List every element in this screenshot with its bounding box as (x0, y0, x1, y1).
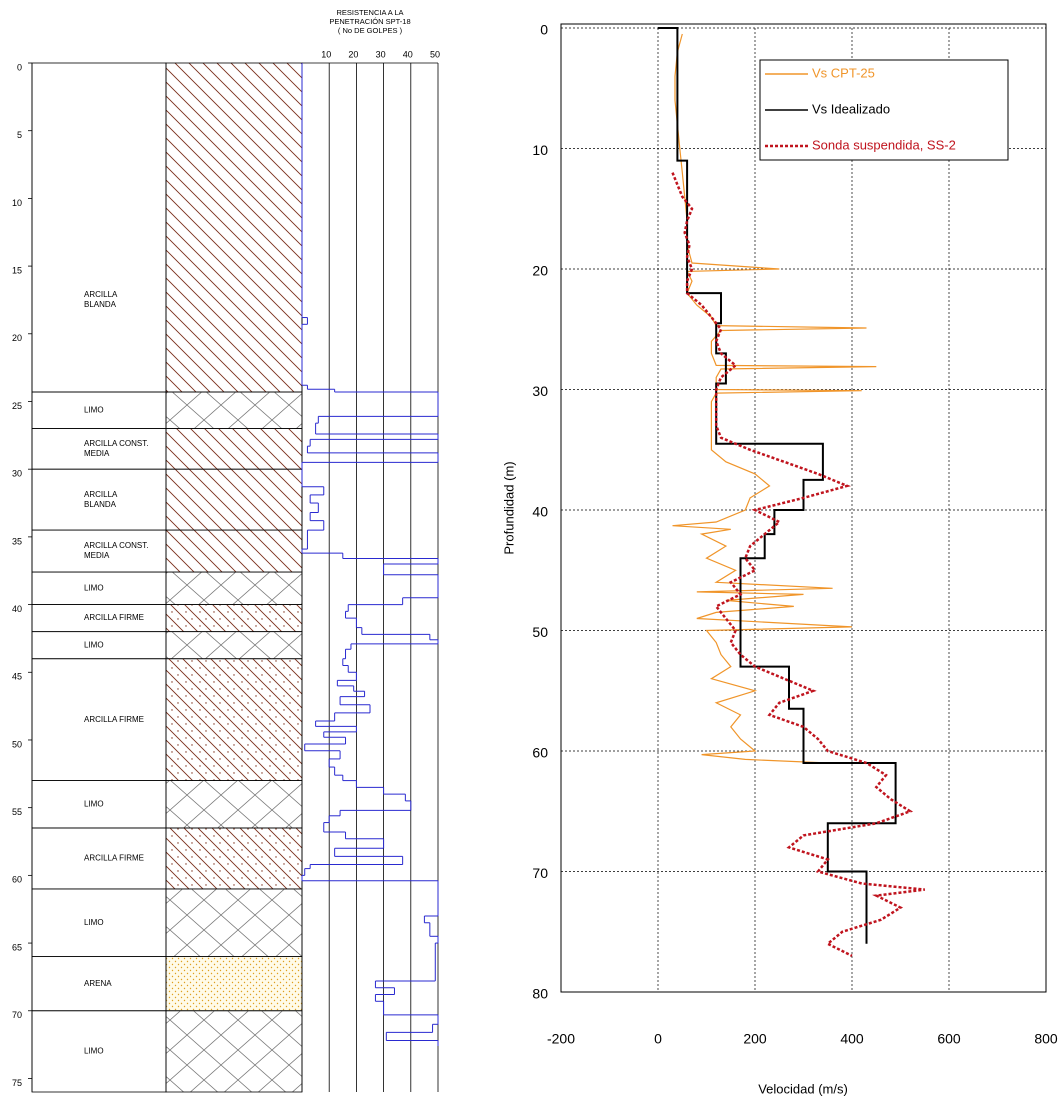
layer-label-cell (32, 63, 166, 392)
y-tick-label: 10 (532, 142, 548, 158)
y-tick-label: 55 (12, 807, 22, 817)
spt-title: RESISTENCIA A LA (336, 8, 403, 17)
y-tick-label: 0 (540, 22, 548, 38)
y-axis-label: Profundidad (m) (501, 461, 516, 554)
x-tick-label: -200 (547, 1031, 575, 1047)
layer-label: ARCILLA (84, 290, 118, 299)
layer-label: ARCILLA FIRME (84, 854, 144, 863)
y-tick-label: 50 (532, 624, 548, 640)
x-tick-label: 200 (743, 1031, 767, 1047)
layer-pattern (166, 957, 302, 1011)
x-tick-label: 600 (937, 1031, 961, 1047)
page: ARCILLABLANDALIMOARCILLA CONST.MEDIAARCI… (0, 0, 1063, 1106)
y-tick-label: 30 (532, 383, 548, 399)
layer-pattern (166, 1011, 302, 1092)
x-tick-label: 30 (376, 49, 386, 59)
x-tick-label: 40 (403, 49, 413, 59)
x-tick-label: 400 (840, 1031, 864, 1047)
layer-label: ARCILLA (84, 490, 118, 499)
y-tick-label: 60 (12, 875, 22, 885)
x-axis-label: Velocidad (m/s) (758, 1081, 848, 1096)
layer-pattern (166, 605, 302, 632)
layer-pattern (166, 392, 302, 429)
spt-title: ( No DE GOLPES ) (338, 26, 403, 35)
y-tick-label: 60 (532, 745, 548, 761)
y-tick-label: 75 (12, 1078, 22, 1088)
series-line (673, 173, 925, 956)
legend-label: Vs CPT-25 (812, 65, 875, 80)
layer-pattern (166, 469, 302, 530)
layer-pattern (166, 781, 302, 828)
y-tick-label: 15 (12, 265, 22, 275)
y-tick-label: 35 (12, 536, 22, 546)
layer-pattern (166, 572, 302, 604)
layer-pattern (166, 530, 302, 572)
layer-label: LIMO (84, 640, 104, 649)
y-tick-label: 45 (12, 672, 22, 682)
y-tick-label: 40 (12, 604, 22, 614)
x-tick-label: 800 (1034, 1031, 1058, 1047)
layer-pattern (166, 889, 302, 957)
layer-label: ARENA (84, 979, 112, 988)
layer-label: LIMO (84, 405, 104, 414)
y-tick-label: 0 (17, 62, 22, 72)
layer-label: ARCILLA FIRME (84, 715, 144, 724)
y-tick-label: 30 (12, 469, 22, 479)
layer-label: BLANDA (84, 500, 117, 509)
layer-label: LIMO (84, 583, 104, 592)
spt-title: PENETRACIÓN SPT-18 (329, 17, 410, 26)
y-tick-label: 20 (532, 263, 548, 279)
y-tick-label: 70 (532, 865, 548, 881)
layer-label: ARCILLA CONST. (84, 439, 148, 448)
y-tick-label: 5 (17, 130, 22, 140)
layer-pattern (166, 63, 302, 392)
velocity-chart: 0 10 20 30 40 50 60 70 80 -200 0 200 400 600 800 Veloci… (501, 22, 1057, 1097)
layer-label: LIMO (84, 1046, 104, 1055)
x-tick-label: 0 (654, 1031, 662, 1047)
legend-label: Sonda suspendida, SS-2 (812, 137, 956, 152)
x-tick-label: 10 (321, 49, 331, 59)
layer-label: MEDIA (84, 449, 110, 458)
layer-label: ARCILLA FIRME (84, 613, 144, 622)
y-tick-label: 80 (532, 986, 548, 1002)
x-tick-label: 50 (430, 49, 440, 59)
layer-pattern (166, 429, 302, 470)
series-line (658, 28, 896, 944)
layer-label: BLANDA (84, 300, 117, 309)
layer-pattern (166, 659, 302, 781)
layer-pattern (166, 632, 302, 659)
y-tick-label: 50 (12, 739, 22, 749)
legend-label: Vs Idealizado (812, 101, 890, 116)
y-tick-label: 10 (12, 198, 22, 208)
layer-label: ARCILLA CONST. (84, 541, 148, 550)
y-tick-label: 20 (12, 333, 22, 343)
layer-label: LIMO (84, 799, 104, 808)
layer-label: MEDIA (84, 551, 110, 560)
y-tick-label: 70 (12, 1010, 22, 1020)
layer-label: LIMO (84, 918, 104, 927)
y-tick-label: 25 (12, 401, 22, 411)
y-tick-label: 40 (532, 504, 548, 520)
x-tick-label: 20 (348, 49, 358, 59)
y-tick-label: 65 (12, 942, 22, 952)
layer-pattern (166, 828, 302, 889)
